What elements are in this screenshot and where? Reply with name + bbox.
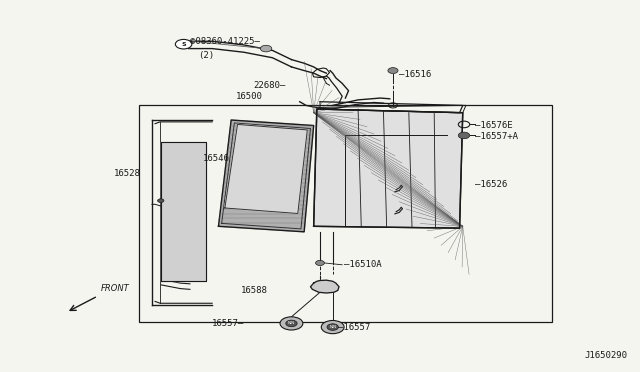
Text: —16557+A: —16557+A <box>476 132 518 141</box>
Text: FRONT: FRONT <box>101 284 130 293</box>
Text: 16528: 16528 <box>114 169 141 178</box>
Circle shape <box>175 39 192 49</box>
Text: 16557—: 16557— <box>212 319 244 328</box>
Text: —16516: —16516 <box>399 70 431 79</box>
Text: 16546: 16546 <box>203 154 230 163</box>
Polygon shape <box>161 142 206 281</box>
Text: 16500: 16500 <box>236 92 263 101</box>
Circle shape <box>316 260 324 266</box>
Text: —16526: —16526 <box>476 180 508 189</box>
Text: NIN: NIN <box>329 325 336 329</box>
Text: —16576E: —16576E <box>476 121 513 130</box>
Circle shape <box>388 68 398 74</box>
Circle shape <box>280 317 303 330</box>
Text: NIN: NIN <box>288 321 295 326</box>
Circle shape <box>327 324 339 330</box>
Polygon shape <box>225 125 307 214</box>
Circle shape <box>321 321 344 334</box>
Text: 22680—: 22680— <box>253 81 285 90</box>
Bar <box>139 105 552 321</box>
Polygon shape <box>218 120 314 232</box>
Polygon shape <box>314 109 463 228</box>
Text: ©08360-41225—: ©08360-41225— <box>190 37 260 46</box>
Polygon shape <box>310 280 339 293</box>
Text: —16557: —16557 <box>338 323 370 331</box>
Circle shape <box>458 132 470 139</box>
Text: S: S <box>181 42 186 47</box>
Text: J1650290: J1650290 <box>585 351 628 360</box>
Circle shape <box>285 320 297 327</box>
Text: —16510A: —16510A <box>344 260 381 269</box>
Text: (2): (2) <box>198 51 214 60</box>
Circle shape <box>260 45 272 52</box>
Text: 16588: 16588 <box>241 286 268 295</box>
Circle shape <box>157 199 164 202</box>
